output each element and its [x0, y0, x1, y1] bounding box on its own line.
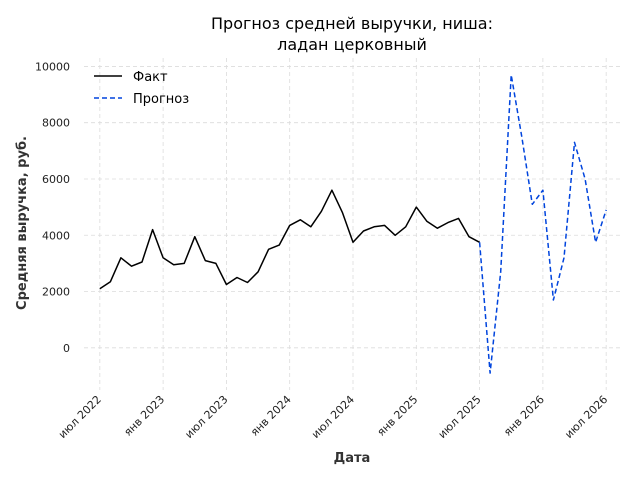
legend-label-fact: Факт: [133, 70, 168, 85]
y-tick-label: 10000: [35, 60, 70, 73]
series-line-forecast: [478, 74, 607, 374]
x-tick-label: янв 2023: [121, 393, 167, 439]
x-tick-label: июл 2025: [436, 393, 484, 441]
x-tick-label: июл 2026: [562, 393, 610, 441]
series-line-fact: [99, 189, 480, 290]
x-tick-label: июл 2023: [182, 393, 230, 441]
y-axis-label: Средняя выручка, руб.: [15, 136, 30, 310]
y-tick-label: 0: [63, 342, 70, 355]
y-tick-label: 2000: [42, 286, 70, 299]
x-tick-label: янв 2025: [375, 393, 421, 439]
y-tick-label: 6000: [42, 173, 70, 186]
x-tick-label: июл 2022: [56, 393, 104, 441]
y-tick-label: 4000: [42, 229, 70, 242]
x-tick-label: янв 2026: [501, 393, 547, 439]
y-tick-label: 8000: [42, 117, 70, 130]
series-layer: [99, 74, 607, 374]
x-axis-label: Дата: [334, 451, 371, 466]
x-tick-labels: июл 2022 янв 2023 июл 2023 янв 2024 июл 2024…: [56, 393, 610, 441]
chart-title-line-1: Прогноз средней выручки, ниша:: [211, 14, 493, 33]
x-tick-label: янв 2024: [248, 393, 294, 439]
chart-title-line-2: ладан церковный: [277, 35, 427, 54]
x-tick-label: июл 2024: [309, 393, 357, 441]
legend-label-forecast: Прогноз: [133, 92, 189, 107]
y-tick-labels: 0 2000 4000 6000 8000 10000: [35, 60, 70, 354]
legend: Факт Прогноз: [94, 70, 189, 107]
grid-layer: [84, 58, 622, 390]
